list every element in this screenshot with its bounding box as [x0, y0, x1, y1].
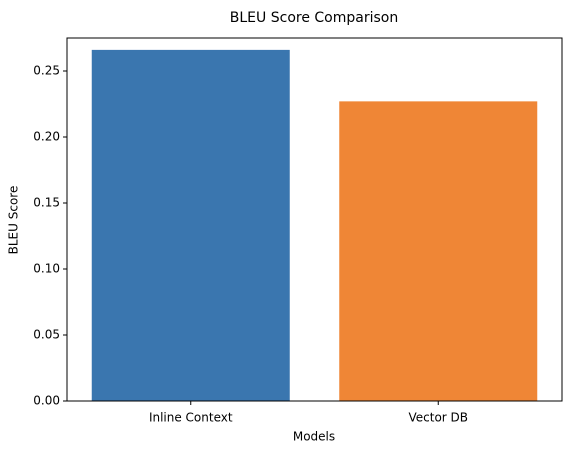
- y-tick-label: 0.00: [33, 394, 60, 408]
- chart-title: BLEU Score Comparison: [230, 10, 398, 26]
- y-tick-label: 0.15: [33, 196, 60, 210]
- bar: [339, 101, 538, 402]
- x-tick-label: Inline Context: [149, 411, 233, 425]
- y-tick-label: 0.05: [33, 328, 60, 342]
- y-tick-label: 0.20: [33, 130, 60, 144]
- y-axis-label: BLEU Score: [7, 186, 21, 255]
- x-tick-label: Vector DB: [408, 411, 468, 425]
- bar: [91, 49, 290, 401]
- y-tick-label: 0.25: [33, 64, 60, 78]
- x-axis-label: Models: [293, 430, 335, 444]
- plot-frame: [66, 37, 563, 402]
- y-tick-label: 0.10: [33, 262, 60, 276]
